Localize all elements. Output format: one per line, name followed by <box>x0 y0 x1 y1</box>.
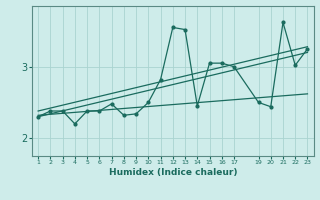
X-axis label: Humidex (Indice chaleur): Humidex (Indice chaleur) <box>108 168 237 177</box>
